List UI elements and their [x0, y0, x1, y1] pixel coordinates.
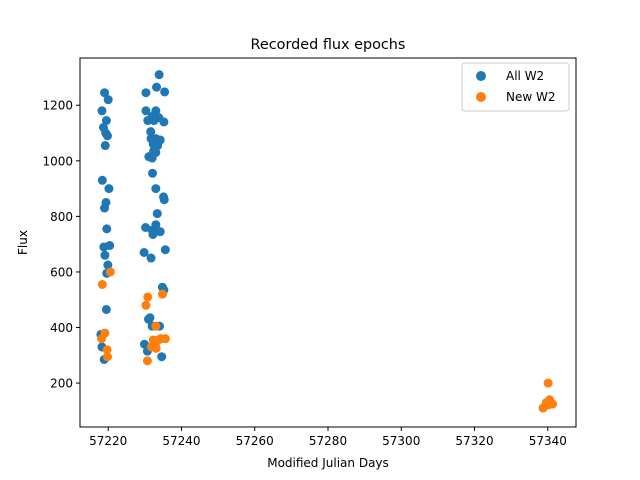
all-w2-point [104, 184, 114, 194]
y-tick-label: 400 [50, 321, 73, 335]
all-w2-point [102, 224, 112, 234]
all-w2-point [99, 242, 109, 252]
new-w2-point [157, 289, 167, 299]
all-w2-point [100, 203, 110, 213]
all-w2-point [141, 106, 151, 116]
x-tick-label: 57340 [529, 434, 567, 448]
new-w2-point [143, 292, 153, 302]
new-w2-point [97, 334, 107, 344]
new-w2-point [543, 378, 553, 388]
legend-marker-all-w2 [476, 71, 486, 81]
legend-box [461, 62, 570, 112]
all-w2-point [160, 87, 170, 97]
all-w2-point [102, 131, 112, 141]
new-w2-point [141, 300, 151, 310]
legend: All W2 New W2 [461, 62, 570, 112]
all-w2-point [154, 70, 164, 80]
all-w2-point [145, 313, 155, 323]
new-w2-point [105, 267, 115, 277]
all-w2-point [100, 141, 110, 151]
all-w2-point [100, 250, 110, 260]
x-axis-label: Modified Julian Days [267, 456, 389, 470]
all-w2-point [139, 248, 149, 257]
new-w2-point [544, 400, 554, 410]
points-layer [96, 70, 558, 413]
all-w2-point [160, 245, 170, 255]
y-tick-label: 200 [50, 377, 73, 391]
all-w2-point [141, 88, 151, 98]
all-w2-point [139, 339, 149, 349]
all-w2-point [159, 117, 169, 127]
x-tick-label: 57260 [236, 434, 274, 448]
x-tick-label: 57220 [89, 434, 127, 448]
new-w2-point [97, 279, 107, 289]
all-w2-point [148, 168, 158, 178]
legend-label-all-w2: All W2 [506, 69, 544, 83]
all-w2-point [148, 229, 158, 239]
all-w2-point [152, 82, 162, 92]
all-w2-point [103, 95, 113, 105]
all-w2-point [103, 260, 113, 270]
x-tick-label: 57300 [382, 434, 420, 448]
new-w2-point [151, 343, 161, 353]
all-w2-point [97, 106, 107, 116]
new-w2-point [160, 334, 170, 344]
all-w2-point [152, 209, 162, 219]
all-w2-point [146, 127, 156, 137]
all-w2-point [100, 88, 110, 98]
all-w2-point [147, 153, 157, 163]
all-w2-point [157, 352, 167, 362]
y-axis-ticks: 200 400 600 800 1000 1200 [42, 99, 80, 391]
new-w2-point [142, 356, 152, 366]
y-axis-label: Flux [16, 230, 30, 255]
y-tick-label: 600 [50, 265, 73, 279]
x-axis-ticks: 57220 57240 57260 57280 57300 57320 57340 [89, 427, 567, 448]
all-w2-point [97, 175, 107, 185]
all-w2-point [151, 184, 161, 194]
all-w2-point [159, 195, 169, 205]
legend-label-new-w2: New W2 [506, 90, 556, 104]
new-w2-point [102, 345, 112, 355]
legend-marker-new-w2 [476, 92, 486, 102]
all-w2-point [101, 116, 111, 126]
x-tick-label: 57280 [309, 434, 347, 448]
new-w2-point [151, 321, 161, 331]
x-tick-label: 57320 [455, 434, 493, 448]
all-w2-point [143, 116, 153, 126]
all-w2-point [146, 253, 156, 263]
y-tick-label: 800 [50, 210, 73, 224]
new-w2-point [102, 352, 112, 362]
all-w2-point [149, 116, 159, 126]
x-tick-label: 57240 [162, 434, 200, 448]
y-tick-label: 1200 [42, 99, 73, 113]
chart-title: Recorded flux epochs [251, 37, 406, 53]
y-tick-label: 1000 [42, 154, 73, 168]
all-w2-point [101, 304, 111, 314]
